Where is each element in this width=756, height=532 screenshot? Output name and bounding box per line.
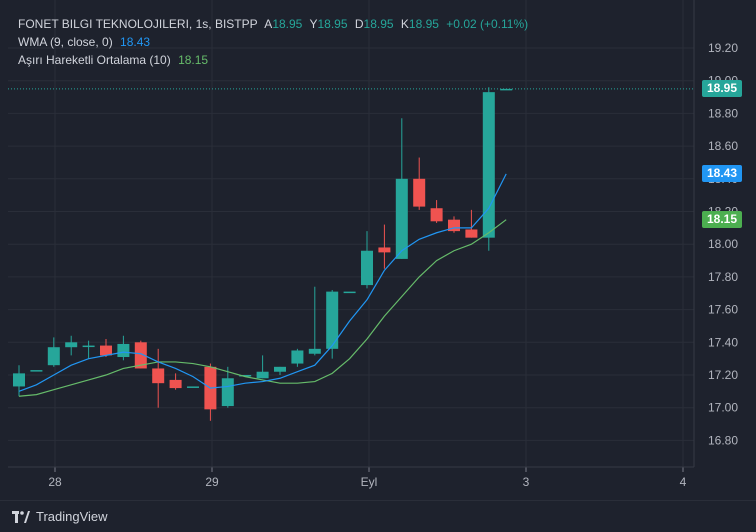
symbol-name: FONET BILGI TEKNOLOJILERI, 1s, BISTPP bbox=[18, 17, 258, 31]
x-tick-label: Eyl bbox=[361, 475, 378, 489]
low-label: D bbox=[354, 17, 364, 31]
candle-body bbox=[291, 350, 304, 364]
footer-bar: TradingView bbox=[0, 500, 756, 532]
x-tick-label: 28 bbox=[48, 475, 62, 489]
last-price-tag: 18.95 bbox=[702, 80, 742, 98]
candle-body bbox=[134, 342, 147, 369]
ema-label: Aşırı Hareketli Ortalama (10) bbox=[18, 53, 171, 67]
candle-body bbox=[448, 219, 460, 232]
y-tick-label: 17.60 bbox=[708, 303, 738, 317]
candle-body bbox=[430, 208, 443, 222]
legend-symbol-row: FONET BILGI TEKNOLOJILERI, 1s, BISTPP A1… bbox=[18, 17, 532, 31]
candlestick-chart[interactable]: 16.8017.0017.2017.4017.6017.8018.0018.20… bbox=[0, 0, 756, 500]
chart-background bbox=[0, 0, 756, 500]
candle-body bbox=[82, 345, 95, 348]
ema-value: 18.15 bbox=[178, 53, 209, 67]
ema-line bbox=[18, 219, 507, 397]
candle-body bbox=[30, 370, 43, 372]
y-tick-label: 17.80 bbox=[708, 270, 738, 284]
close-value: 18.95 bbox=[408, 17, 439, 31]
low-value: 18.95 bbox=[363, 17, 394, 31]
y-tick-label: 16.80 bbox=[708, 433, 738, 447]
tradingview-logo[interactable]: TradingView bbox=[12, 509, 108, 524]
tradingview-brand: TradingView bbox=[36, 509, 108, 524]
candle-body bbox=[187, 386, 199, 388]
candle-body bbox=[482, 92, 495, 238]
tradingview-icon bbox=[12, 510, 30, 523]
open-value: 18.95 bbox=[272, 17, 303, 31]
candle-body bbox=[256, 371, 269, 379]
legend-wma-row[interactable]: WMA (9, close, 0) 18.43 bbox=[18, 35, 154, 49]
candle-body bbox=[378, 247, 391, 253]
y-tick-label: 19.20 bbox=[708, 41, 738, 55]
candle-body bbox=[413, 178, 426, 207]
y-tick-label: 18.80 bbox=[708, 106, 738, 120]
candle-body bbox=[395, 178, 408, 259]
open-label: A bbox=[264, 17, 273, 31]
candle-body bbox=[239, 375, 252, 377]
y-tick-label: 17.40 bbox=[708, 335, 738, 349]
candle-body bbox=[13, 373, 25, 387]
x-tick-label: 29 bbox=[205, 475, 219, 489]
candle-body bbox=[308, 348, 321, 354]
candle-body bbox=[326, 291, 339, 349]
candle-body bbox=[100, 345, 112, 356]
candle-body bbox=[169, 379, 182, 389]
y-tick-label: 18.00 bbox=[708, 237, 738, 251]
x-tick-label: 3 bbox=[523, 475, 530, 489]
y-tick-label: 17.00 bbox=[708, 401, 738, 415]
wma-value: 18.43 bbox=[120, 35, 151, 49]
candle-body bbox=[117, 343, 130, 358]
high-label: Y bbox=[309, 17, 318, 31]
y-tick-label: 17.20 bbox=[708, 368, 738, 382]
x-tick-label: 4 bbox=[680, 475, 687, 489]
wma-label: WMA (9, close, 0) bbox=[18, 35, 113, 49]
candle-body bbox=[343, 291, 356, 294]
ema-price-tag: 18.15 bbox=[702, 211, 742, 229]
candle-body bbox=[500, 88, 513, 91]
candle-body bbox=[65, 342, 78, 348]
close-label: K bbox=[400, 17, 409, 31]
wma-line bbox=[18, 173, 507, 392]
change-value: +0.02 (+0.11%) bbox=[446, 17, 529, 31]
candle-body bbox=[465, 229, 478, 238]
candle-body bbox=[221, 378, 234, 407]
y-tick-label: 18.60 bbox=[708, 139, 738, 153]
high-value: 18.95 bbox=[317, 17, 348, 31]
candle-body bbox=[274, 366, 286, 372]
wma-price-tag: 18.43 bbox=[702, 165, 742, 183]
legend-ema-row[interactable]: Aşırı Hareketli Ortalama (10) 18.15 bbox=[18, 53, 212, 67]
candle-body bbox=[152, 368, 165, 384]
candle-body bbox=[47, 347, 60, 366]
candle-body bbox=[361, 250, 373, 286]
